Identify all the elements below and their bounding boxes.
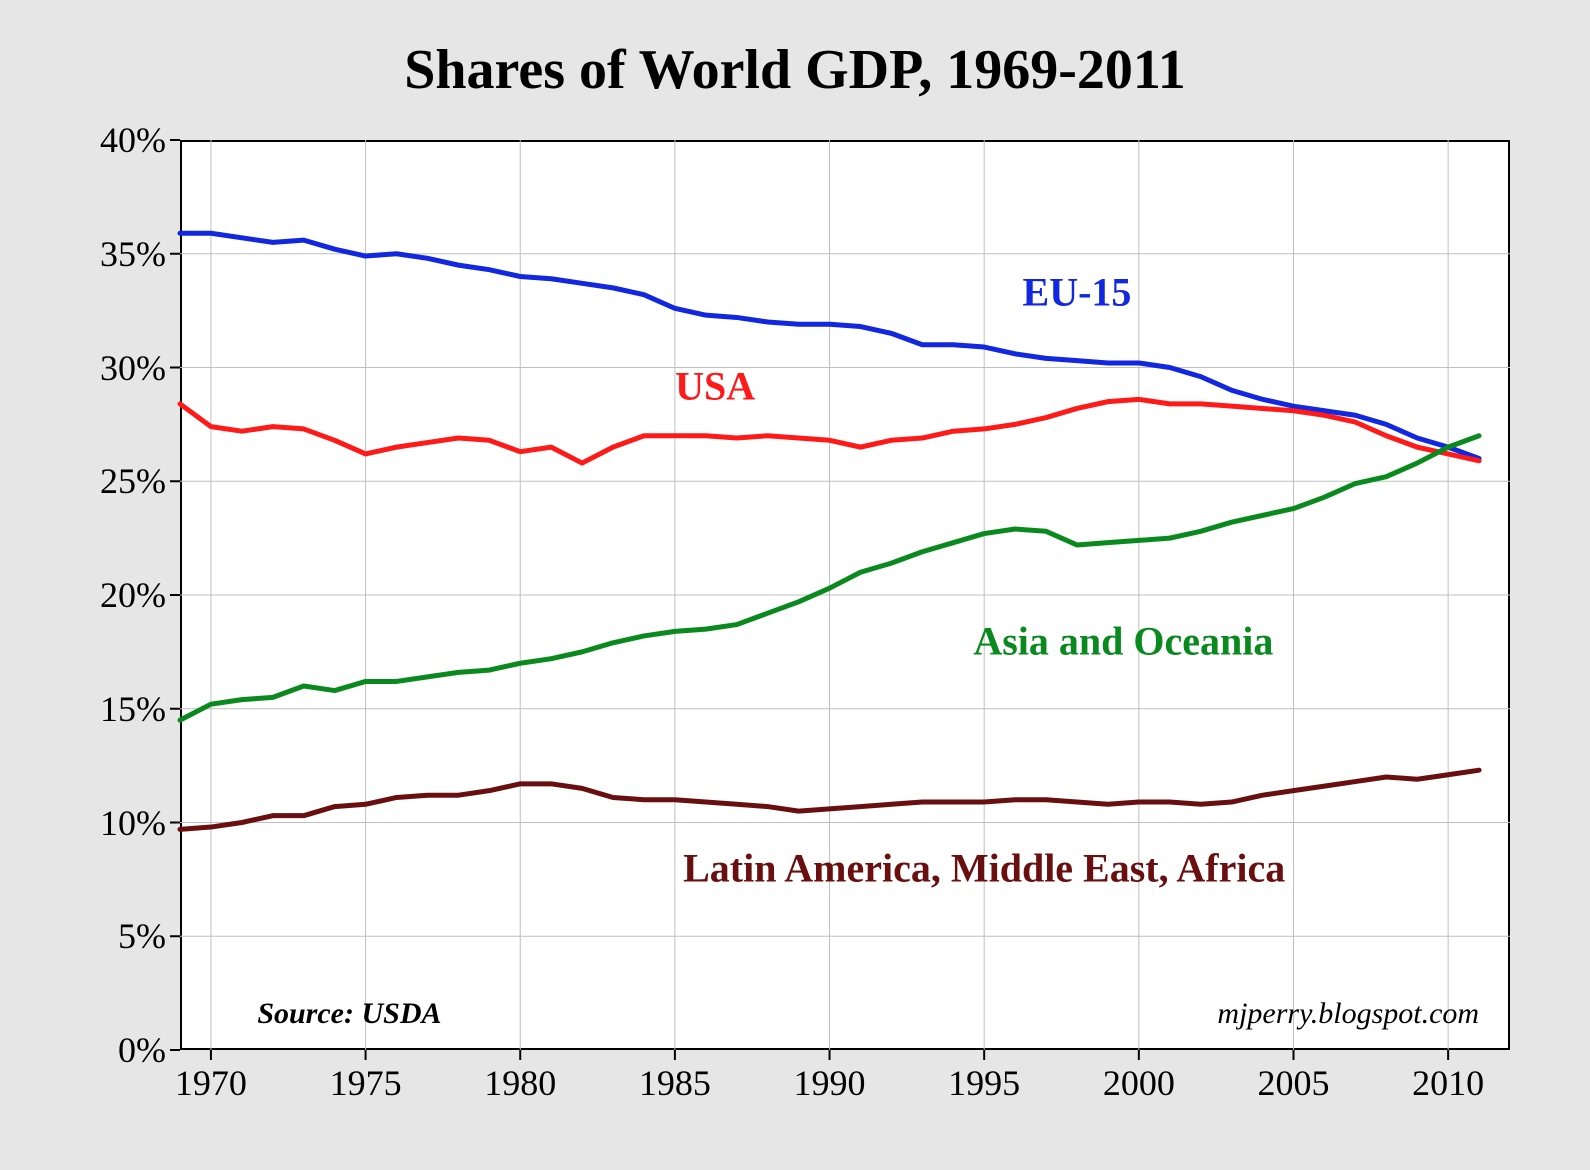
- series-line-latin-america-middle-east-africa: [180, 770, 1479, 829]
- data-lines: [180, 140, 1510, 1050]
- x-tick-label: 1980: [484, 1050, 556, 1104]
- x-tick-label: 1985: [639, 1050, 711, 1104]
- y-tick-label: 15%: [100, 688, 180, 730]
- series-label-asia-and-oceania: Asia and Oceania: [973, 617, 1273, 664]
- x-tick-label: 2000: [1103, 1050, 1175, 1104]
- plot-area: 0%5%10%15%20%25%30%35%40%197019751980198…: [180, 140, 1510, 1050]
- x-tick-label: 1995: [948, 1050, 1020, 1104]
- y-tick-label: 5%: [118, 915, 180, 957]
- y-tick-label: 0%: [118, 1029, 180, 1071]
- y-tick-label: 30%: [100, 347, 180, 389]
- credit-label: mjperry.blogspot.com: [1217, 997, 1479, 1031]
- chart-title: Shares of World GDP, 1969-2011: [0, 38, 1590, 102]
- y-tick-label: 25%: [100, 460, 180, 502]
- series-label-latin-america-middle-east-africa: Latin America, Middle East, Africa: [683, 845, 1285, 892]
- y-tick-label: 35%: [100, 233, 180, 275]
- y-tick-label: 40%: [100, 119, 180, 161]
- source-label: Source: USDA: [257, 997, 441, 1031]
- x-tick-label: 1970: [175, 1050, 247, 1104]
- y-tick-label: 20%: [100, 574, 180, 616]
- x-tick-label: 2010: [1412, 1050, 1484, 1104]
- series-line-eu-15: [180, 233, 1479, 458]
- series-label-eu-15: EU-15: [1023, 269, 1132, 316]
- x-tick-label: 2005: [1257, 1050, 1329, 1104]
- series-label-usa: USA: [675, 362, 755, 409]
- x-tick-label: 1990: [794, 1050, 866, 1104]
- x-tick-label: 1975: [330, 1050, 402, 1104]
- series-line-asia-and-oceania: [180, 436, 1479, 720]
- series-line-usa: [180, 399, 1479, 463]
- chart-container: { "title": { "text": "Shares of World GD…: [0, 0, 1590, 1170]
- y-tick-label: 10%: [100, 802, 180, 844]
